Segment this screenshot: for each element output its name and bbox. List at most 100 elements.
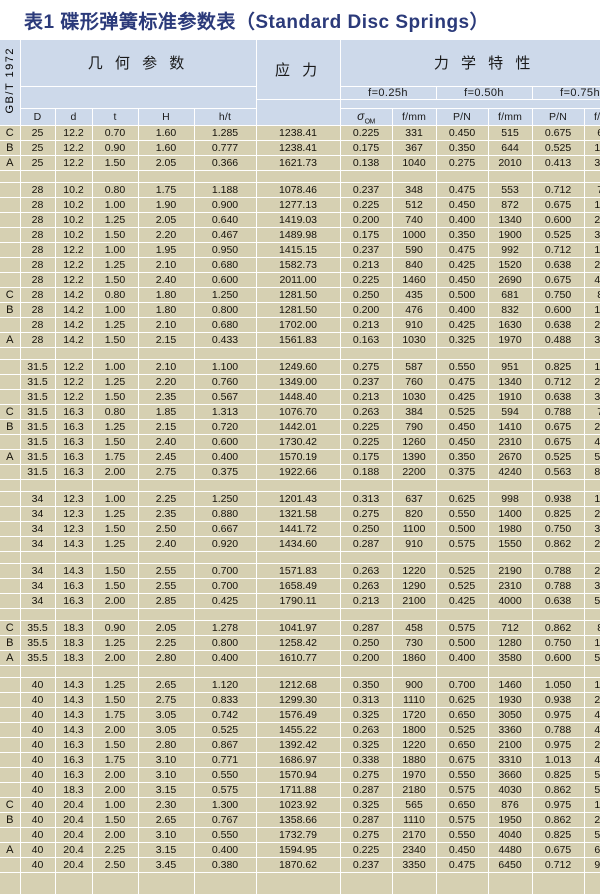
spacer-cell bbox=[488, 551, 533, 564]
cell-ht: 0.867 bbox=[194, 737, 257, 753]
cell-t: 1.50 bbox=[92, 155, 139, 171]
header-load-050h: f=0.50h bbox=[436, 86, 533, 100]
page-title: 表1 碟形弹簧标准参数表（Standard Disc Springs） bbox=[24, 11, 490, 33]
header-load-025h: f=0.25h bbox=[340, 86, 437, 100]
cell-H: 2.40 bbox=[138, 434, 195, 450]
cell-p3: 2210 bbox=[584, 374, 600, 390]
cell-p3: 2620 bbox=[584, 812, 600, 828]
cell-f1: 0.313 bbox=[340, 491, 393, 507]
table-row: 31.5 12.2 1.25 2.20 0.760 1349.00 0.237 760 0.47… bbox=[0, 374, 600, 390]
cell-D: 31.5 bbox=[20, 404, 56, 420]
cell-grade bbox=[0, 737, 21, 753]
footer-cell bbox=[0, 872, 21, 895]
cell-p1: 1030 bbox=[392, 389, 437, 405]
cell-D: 25 bbox=[20, 155, 56, 171]
cell-H: 2.25 bbox=[138, 491, 195, 507]
cell-p3: 1780 bbox=[584, 677, 600, 693]
cell-ht: 0.680 bbox=[194, 317, 257, 333]
spacer-cell bbox=[0, 608, 21, 621]
cell-f2: 0.550 bbox=[436, 767, 489, 783]
cell-p3: 1342 bbox=[584, 302, 600, 318]
cell-f2: 0.500 bbox=[436, 521, 489, 537]
cell-f3: 0.638 bbox=[532, 257, 585, 273]
cell-grade: C bbox=[0, 404, 21, 420]
spacer-cell bbox=[532, 551, 585, 564]
cell-d: 12.2 bbox=[55, 140, 93, 156]
cell-p2: 2010 bbox=[488, 155, 533, 171]
cell-f1: 0.287 bbox=[340, 812, 393, 828]
cell-p2: 4040 bbox=[488, 827, 533, 843]
cell-d: 14.3 bbox=[55, 707, 93, 723]
spacer-cell bbox=[92, 665, 139, 678]
sigma-symbol: σOM bbox=[357, 108, 375, 125]
cell-f2: 0.450 bbox=[436, 197, 489, 213]
cell-p3: 2750 bbox=[584, 737, 600, 753]
group-separator-row bbox=[0, 347, 600, 360]
cell-f2: 0.675 bbox=[436, 752, 489, 768]
cell-t: 1.50 bbox=[92, 227, 139, 243]
cell-ht: 0.600 bbox=[194, 272, 257, 288]
cell-d: 12.2 bbox=[55, 389, 93, 405]
cell-H: 2.40 bbox=[138, 536, 195, 552]
cell-f1: 0.200 bbox=[340, 650, 393, 666]
cell-H: 3.10 bbox=[138, 827, 195, 843]
cell-grade bbox=[0, 464, 21, 480]
cell-f2: 0.650 bbox=[436, 797, 489, 813]
cell-f1: 0.213 bbox=[340, 593, 393, 609]
cell-sigma: 1686.97 bbox=[256, 752, 341, 768]
cell-t: 0.80 bbox=[92, 287, 139, 303]
cell-f3: 0.788 bbox=[532, 578, 585, 594]
cell-H: 2.35 bbox=[138, 506, 195, 522]
cell-f2: 0.550 bbox=[436, 506, 489, 522]
cell-H: 2.10 bbox=[138, 359, 195, 375]
cell-D: 40 bbox=[20, 677, 56, 693]
cell-p3: 1050 bbox=[584, 140, 600, 156]
spacer-cell bbox=[92, 347, 139, 360]
cell-grade bbox=[0, 197, 21, 213]
spacer-cell bbox=[584, 608, 600, 621]
cell-t: 1.00 bbox=[92, 302, 139, 318]
cell-ht: 0.640 bbox=[194, 212, 257, 228]
cell-H: 1.90 bbox=[138, 197, 195, 213]
cell-f3: 1.013 bbox=[532, 752, 585, 768]
cell-f3: 0.600 bbox=[532, 650, 585, 666]
cell-p2: 1910 bbox=[488, 389, 533, 405]
cell-p1: 565 bbox=[392, 797, 437, 813]
cell-p3: 9390 bbox=[584, 857, 600, 873]
cell-d: 12.3 bbox=[55, 521, 93, 537]
cell-p1: 2340 bbox=[392, 842, 437, 858]
cell-f3: 0.862 bbox=[532, 620, 585, 636]
cell-f2: 0.525 bbox=[436, 563, 489, 579]
cell-f1: 0.138 bbox=[340, 155, 393, 171]
cell-ht: 1.250 bbox=[194, 287, 257, 303]
cell-grade: B bbox=[0, 635, 21, 651]
cell-grade: A bbox=[0, 842, 21, 858]
cell-f2: 0.350 bbox=[436, 140, 489, 156]
cell-p1: 1880 bbox=[392, 752, 437, 768]
cell-H: 2.05 bbox=[138, 155, 195, 171]
cell-p1: 820 bbox=[392, 506, 437, 522]
cell-f1: 0.250 bbox=[340, 287, 393, 303]
spacer-cell bbox=[55, 665, 93, 678]
cell-p1: 740 bbox=[392, 212, 437, 228]
cell-p2: 832 bbox=[488, 302, 533, 318]
cell-p1: 910 bbox=[392, 317, 437, 333]
cell-t: 0.80 bbox=[92, 404, 139, 420]
cell-f1: 0.325 bbox=[340, 707, 393, 723]
cell-sigma: 1076.70 bbox=[256, 404, 341, 420]
cell-t: 1.00 bbox=[92, 797, 139, 813]
cell-D: 40 bbox=[20, 857, 56, 873]
table-row: 34 14.3 1.25 2.40 0.920 1434.60 0.287 910 0.575 1… bbox=[0, 536, 600, 552]
cell-H: 2.15 bbox=[138, 332, 195, 348]
cell-d: 14.2 bbox=[55, 302, 93, 318]
cell-d: 16.3 bbox=[55, 767, 93, 783]
table-row: 31.5 12.2 1.50 2.35 0.567 1448.40 0.213 1030 0.4… bbox=[0, 389, 600, 405]
cell-f1: 0.175 bbox=[340, 227, 393, 243]
cell-f2: 0.575 bbox=[436, 812, 489, 828]
cell-H: 2.25 bbox=[138, 635, 195, 651]
col-head-H: H bbox=[138, 108, 195, 126]
cell-f3: 0.525 bbox=[532, 140, 585, 156]
cell-ht: 1.120 bbox=[194, 677, 257, 693]
cell-grade: A bbox=[0, 650, 21, 666]
cell-f2: 0.575 bbox=[436, 620, 489, 636]
